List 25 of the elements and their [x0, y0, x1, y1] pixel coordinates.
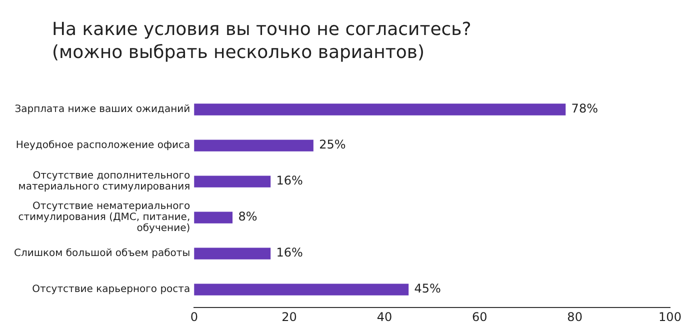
data-label: 45% [414, 282, 441, 296]
y-tick-label: Слишком большой объем работы [14, 248, 190, 260]
bar [194, 176, 271, 188]
bar [194, 212, 233, 224]
bar [194, 140, 314, 152]
y-tick-label: Отсутствие карьерного роста [32, 284, 190, 296]
y-tick-label: Зарплата ниже ваших ожиданий [14, 104, 190, 116]
x-tick-label: 0 [190, 310, 198, 324]
data-label: 16% [276, 246, 303, 260]
bar [194, 284, 409, 296]
bar [194, 104, 566, 116]
data-label: 78% [571, 102, 598, 116]
bar [194, 248, 271, 260]
x-tick-label: 60 [472, 310, 488, 324]
y-tick-label: Отсутствие нематериального стимулирования (ДМС, питание, обучение) [18, 201, 190, 234]
x-tick-label: 40 [376, 310, 392, 324]
x-tick-label: 100 [658, 310, 682, 324]
x-tick-label: 80 [567, 310, 582, 324]
chart-title: На какие условия вы точно не согласитесь? (можно выбрать несколько вариантов) [52, 18, 472, 64]
y-tick-label: Неудобное расположение офиса [16, 140, 190, 152]
data-label: 16% [276, 174, 303, 188]
x-tick-label: 20 [282, 310, 297, 324]
data-label: 25% [319, 138, 346, 152]
y-tick-label: Отсутствие дополнительного материального стимулирования [18, 170, 190, 193]
data-label: 8% [238, 210, 258, 224]
